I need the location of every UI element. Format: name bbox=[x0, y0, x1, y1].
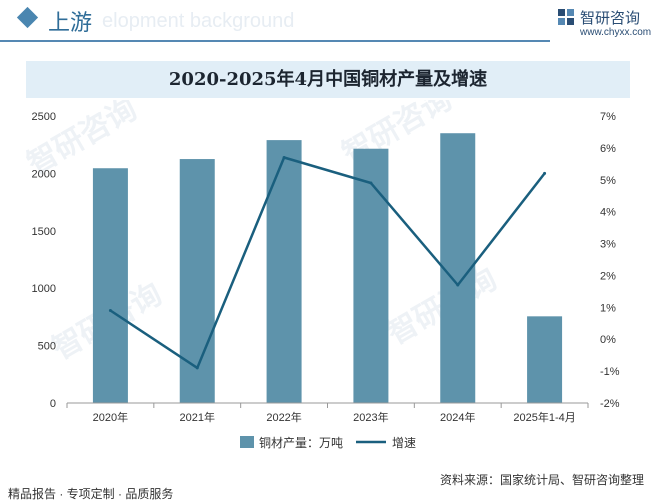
section-title: 上游 bbox=[48, 10, 93, 35]
bar bbox=[353, 148, 389, 403]
logo-url: www.chyxx.com bbox=[580, 27, 652, 38]
legend: 铜材产量：万吨 增速 bbox=[240, 435, 416, 450]
diamond-icon bbox=[16, 6, 39, 29]
bar bbox=[527, 316, 563, 403]
y-right-tick-label: 1% bbox=[600, 302, 616, 314]
logo-name: 智研咨询 bbox=[580, 10, 641, 27]
source-note: 资料来源：国家统计局、智研咨询整理 bbox=[439, 473, 644, 487]
y-right-tick-label: -2% bbox=[600, 398, 620, 410]
bar bbox=[179, 159, 215, 403]
y-right-tick-label: 4% bbox=[600, 207, 616, 219]
line-point bbox=[456, 283, 460, 287]
y-left-tick-label: 2000 bbox=[32, 168, 56, 180]
y-left-tick-label: 1000 bbox=[32, 283, 56, 295]
legend-swatch-bar bbox=[240, 436, 254, 448]
legend-label-line: 增速 bbox=[392, 436, 416, 450]
y-right-tick-label: 5% bbox=[600, 175, 616, 187]
header-divider bbox=[0, 40, 550, 42]
header-watermark: elopment background bbox=[102, 10, 295, 32]
x-tick-label: 2020年 bbox=[93, 410, 128, 424]
x-tick-label: 2023年 bbox=[353, 410, 388, 424]
y-left-tick-label: 2500 bbox=[32, 111, 56, 123]
y-right-tick-label: 6% bbox=[600, 143, 616, 155]
x-tick-label: 2025年1-4月 bbox=[513, 410, 575, 424]
y-left-tick-label: 500 bbox=[38, 341, 56, 353]
y-right-tick-label: 3% bbox=[600, 239, 616, 251]
chart: 智研咨询智研咨询智研咨询智研咨询 2020年2021年2022年2023年202… bbox=[22, 100, 620, 450]
title-band bbox=[26, 61, 630, 98]
y-right-tick-label: 7% bbox=[600, 111, 616, 123]
line-point bbox=[543, 171, 547, 175]
bar bbox=[266, 140, 302, 403]
y-right-tick-label: 0% bbox=[600, 334, 616, 346]
bar bbox=[92, 168, 128, 403]
y-left-tick-label: 0 bbox=[50, 398, 56, 410]
x-tick-label: 2024年 bbox=[440, 410, 475, 424]
line-point bbox=[195, 366, 199, 370]
page-header: 上游 elopment background 智研咨询 www.chyxx.co… bbox=[0, 0, 656, 46]
y-right-tick-label: -1% bbox=[600, 366, 620, 378]
x-tick-label: 2022年 bbox=[266, 410, 301, 424]
bar-series bbox=[92, 133, 563, 403]
chart-title: 2020-2025年4月中国铜材产量及增速 bbox=[168, 69, 488, 90]
y-left-tick-label: 1500 bbox=[32, 226, 56, 238]
footer-slogan: 精品报告 · 专项定制 · 品质服务 bbox=[8, 487, 174, 501]
y-right-tick-label: 2% bbox=[600, 270, 616, 282]
line-series bbox=[108, 155, 547, 370]
line-point bbox=[108, 309, 112, 313]
axes: 2020年 2021年 2022年 2023年 2024年 2025年1-4月 0 500 10… bbox=[32, 111, 620, 424]
line-point bbox=[369, 181, 373, 185]
growth-line bbox=[109, 156, 546, 370]
legend-label-bar: 铜材产量：万吨 bbox=[259, 435, 343, 450]
x-tick-label: 2021年 bbox=[180, 410, 215, 424]
line-point bbox=[282, 155, 286, 159]
logo-icon bbox=[558, 9, 574, 25]
